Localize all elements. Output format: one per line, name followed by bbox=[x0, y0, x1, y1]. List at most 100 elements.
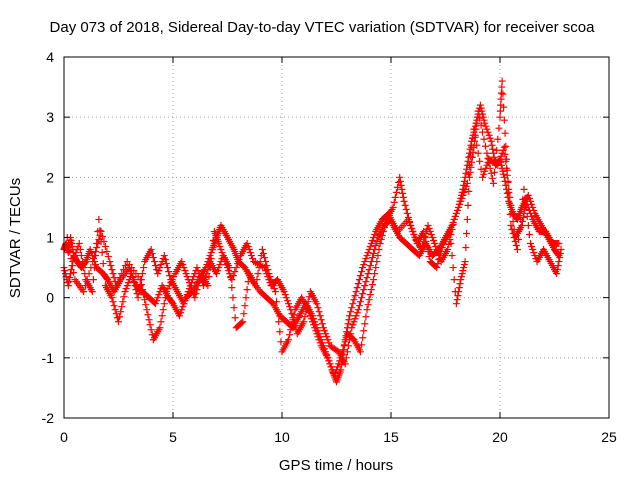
data-point bbox=[65, 278, 73, 286]
data-point bbox=[148, 250, 156, 258]
data-point bbox=[430, 237, 438, 245]
data-point bbox=[161, 294, 169, 302]
data-point bbox=[192, 290, 200, 298]
data-point bbox=[483, 125, 491, 133]
data-point bbox=[438, 244, 446, 252]
data-point bbox=[518, 221, 526, 229]
y-tick-labels: -2 -1 0 1 2 3 4 bbox=[42, 49, 55, 426]
data-point bbox=[156, 324, 164, 332]
data-point bbox=[282, 294, 290, 302]
data-point bbox=[468, 143, 476, 151]
data-point bbox=[463, 165, 471, 173]
data-point bbox=[319, 324, 327, 332]
data-point bbox=[351, 292, 359, 300]
data-point bbox=[370, 250, 378, 258]
data-point bbox=[80, 288, 88, 296]
data-point bbox=[498, 83, 506, 91]
data-point bbox=[112, 310, 120, 318]
data-point bbox=[179, 261, 187, 269]
data-point bbox=[360, 286, 368, 294]
data-point bbox=[370, 276, 378, 284]
data-point bbox=[181, 267, 189, 275]
data-point bbox=[488, 141, 496, 149]
data-point bbox=[427, 230, 435, 238]
data-point bbox=[524, 203, 532, 211]
data-point bbox=[273, 298, 281, 306]
data-point bbox=[372, 264, 380, 272]
data-point bbox=[252, 282, 260, 290]
data-point bbox=[433, 264, 441, 272]
data-point bbox=[264, 273, 272, 281]
y-tick-label: -1 bbox=[42, 350, 55, 366]
data-point bbox=[141, 296, 149, 304]
data-point bbox=[341, 360, 349, 368]
data-point bbox=[481, 119, 489, 127]
data-point bbox=[373, 238, 381, 246]
data-point bbox=[459, 267, 467, 275]
data-point bbox=[424, 248, 432, 256]
axis-ticks bbox=[63, 56, 610, 419]
data-point bbox=[166, 272, 174, 280]
data-point bbox=[455, 203, 463, 211]
data-point bbox=[346, 336, 354, 344]
data-point bbox=[304, 298, 312, 306]
data-point bbox=[193, 286, 201, 294]
data-point bbox=[286, 331, 294, 339]
data-point bbox=[392, 188, 400, 196]
data-point bbox=[524, 221, 532, 229]
data-point bbox=[342, 354, 350, 362]
data-point bbox=[456, 280, 464, 288]
data-point bbox=[316, 339, 324, 347]
data-point bbox=[497, 89, 505, 97]
data-point bbox=[229, 294, 237, 302]
data-point bbox=[138, 270, 146, 278]
data-point bbox=[215, 264, 223, 272]
data-point bbox=[218, 249, 226, 257]
data-point bbox=[453, 206, 461, 214]
data-point bbox=[67, 255, 75, 263]
data-point bbox=[476, 157, 484, 165]
data-point bbox=[221, 258, 229, 266]
data-point bbox=[106, 258, 114, 266]
data-point bbox=[117, 308, 125, 316]
data-point bbox=[482, 164, 490, 172]
data-point bbox=[165, 282, 173, 290]
data-point bbox=[523, 200, 531, 208]
data-point bbox=[152, 300, 160, 308]
data-point bbox=[178, 258, 186, 266]
x-tick-label: 10 bbox=[274, 429, 290, 445]
data-point bbox=[313, 330, 321, 338]
data-point bbox=[147, 246, 155, 254]
data-point bbox=[398, 185, 406, 193]
data-point bbox=[309, 318, 317, 326]
data-point bbox=[219, 252, 227, 260]
data-point bbox=[350, 296, 358, 304]
data-point bbox=[525, 206, 533, 214]
data-point bbox=[246, 249, 254, 257]
data-point bbox=[97, 227, 105, 235]
data-point bbox=[360, 327, 368, 335]
data-point bbox=[521, 205, 529, 213]
data-point bbox=[326, 360, 334, 368]
data-point bbox=[168, 276, 176, 284]
data-point bbox=[275, 318, 283, 326]
data-point bbox=[110, 302, 118, 310]
data-point bbox=[446, 236, 454, 244]
data-point bbox=[450, 276, 458, 284]
data-point bbox=[321, 327, 329, 335]
data-point bbox=[66, 248, 74, 256]
data-point bbox=[407, 221, 415, 229]
data-point bbox=[238, 319, 246, 327]
data-point bbox=[207, 249, 215, 257]
data-point bbox=[481, 167, 489, 175]
data-point bbox=[243, 286, 251, 294]
data-point bbox=[522, 197, 530, 205]
data-point bbox=[471, 133, 479, 141]
data-point bbox=[254, 270, 262, 278]
data-point bbox=[361, 282, 369, 290]
data-point bbox=[290, 318, 298, 326]
data-point bbox=[214, 267, 222, 275]
x-tick-labels: 0 5 10 15 20 25 bbox=[60, 429, 617, 445]
data-point bbox=[366, 291, 374, 299]
data-point bbox=[143, 306, 151, 314]
